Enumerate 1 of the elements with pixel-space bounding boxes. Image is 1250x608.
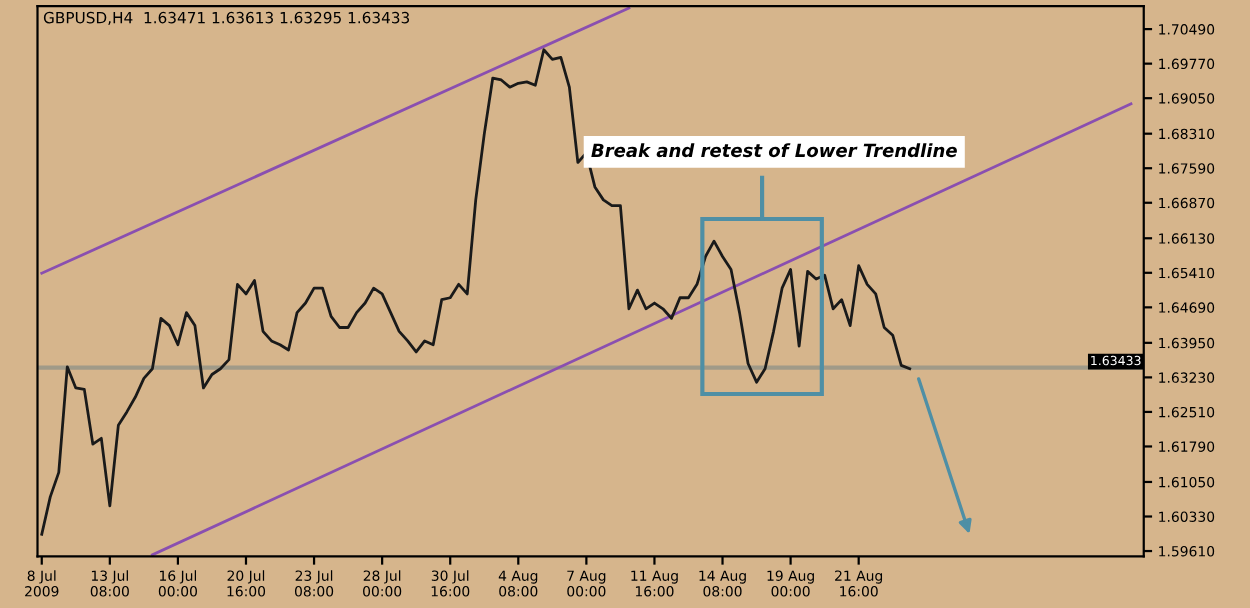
annotation: Break and retest of Lower Trendline <box>591 143 957 158</box>
